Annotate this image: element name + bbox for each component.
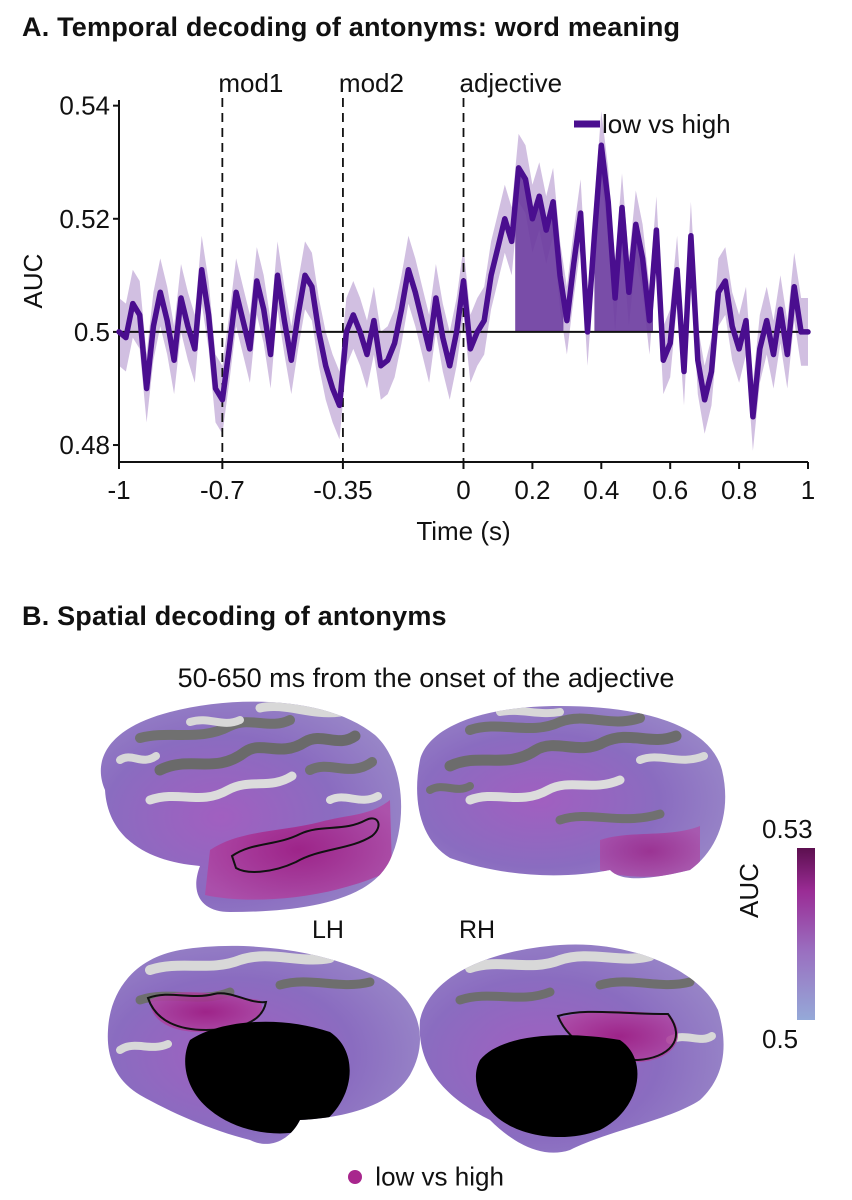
event-label-mod1: mod1 <box>218 68 283 98</box>
lh-lateral-surface <box>100 701 402 912</box>
x-tick-label: -0.7 <box>200 475 245 505</box>
significance-window-0 <box>515 167 564 332</box>
x-tick-label: 0.6 <box>652 475 688 505</box>
x-tick-label: 0.8 <box>721 475 757 505</box>
colorbar-min-label: 0.5 <box>762 1024 799 1054</box>
series-line-low-vs-high <box>116 142 811 420</box>
auc-colorbar <box>797 848 815 1020</box>
y-tick-label: 0.5 <box>74 317 110 347</box>
y-tick-label: 0.54 <box>59 91 110 121</box>
y-tick-label: 0.52 <box>59 204 110 234</box>
panel-b-legend: low vs high <box>0 1160 852 1193</box>
rh-lateral-sulci <box>426 706 708 877</box>
colorbar-title: AUC <box>734 863 764 918</box>
temporal-decoding-chart: mod1 mod2 adjective low vs high 0.48 0.5 0.5… <box>18 68 815 546</box>
x-tick-label: 0 <box>456 475 470 505</box>
colorbar-gradient <box>797 848 815 1020</box>
lh-lateral-sulci <box>116 701 392 900</box>
panel-a-title: A. Temporal decoding of antonyms: word m… <box>22 12 681 42</box>
legend-dot-icon <box>348 1170 363 1185</box>
rh-lateral-surface <box>417 706 726 879</box>
panel-b-subtitle: 50-650 ms from the onset of the adjectiv… <box>177 663 675 693</box>
y-tick-label: 0.48 <box>59 430 110 460</box>
event-label-mod2: mod2 <box>339 68 404 98</box>
colorbar-max-label: 0.53 <box>762 814 813 844</box>
x-tick-label: 1 <box>801 475 815 505</box>
rh-label: RH <box>459 916 496 944</box>
series-line-layer <box>116 142 811 420</box>
x-tick-label: -1 <box>107 475 130 505</box>
x-tick-label: -0.35 <box>313 475 372 505</box>
rh-medial-sulci <box>455 951 716 1138</box>
lh-label: LH <box>312 916 344 944</box>
legend-label: low vs high <box>602 109 731 139</box>
rh-medial-surface <box>419 944 724 1153</box>
x-tick-label: 0.4 <box>583 475 619 505</box>
lh-medial-surface <box>107 945 420 1144</box>
x-axis-label: Time (s) <box>416 516 510 546</box>
chart-legend: low vs high <box>574 109 731 139</box>
legend-label: low vs high <box>375 1161 504 1192</box>
x-tick-label: 0.2 <box>514 475 550 505</box>
event-label-adjective: adjective <box>460 68 563 98</box>
panel-b-title: B. Spatial decoding of antonyms <box>22 601 447 631</box>
y-axis-label: AUC <box>18 254 48 309</box>
axis-labels-layer: 0.48 0.5 0.52 0.54 -1 -0.7 -0.35 0 0.2 0.4 0.6 0.8 1… <box>18 91 815 546</box>
lh-medial-sulci <box>116 951 375 1134</box>
